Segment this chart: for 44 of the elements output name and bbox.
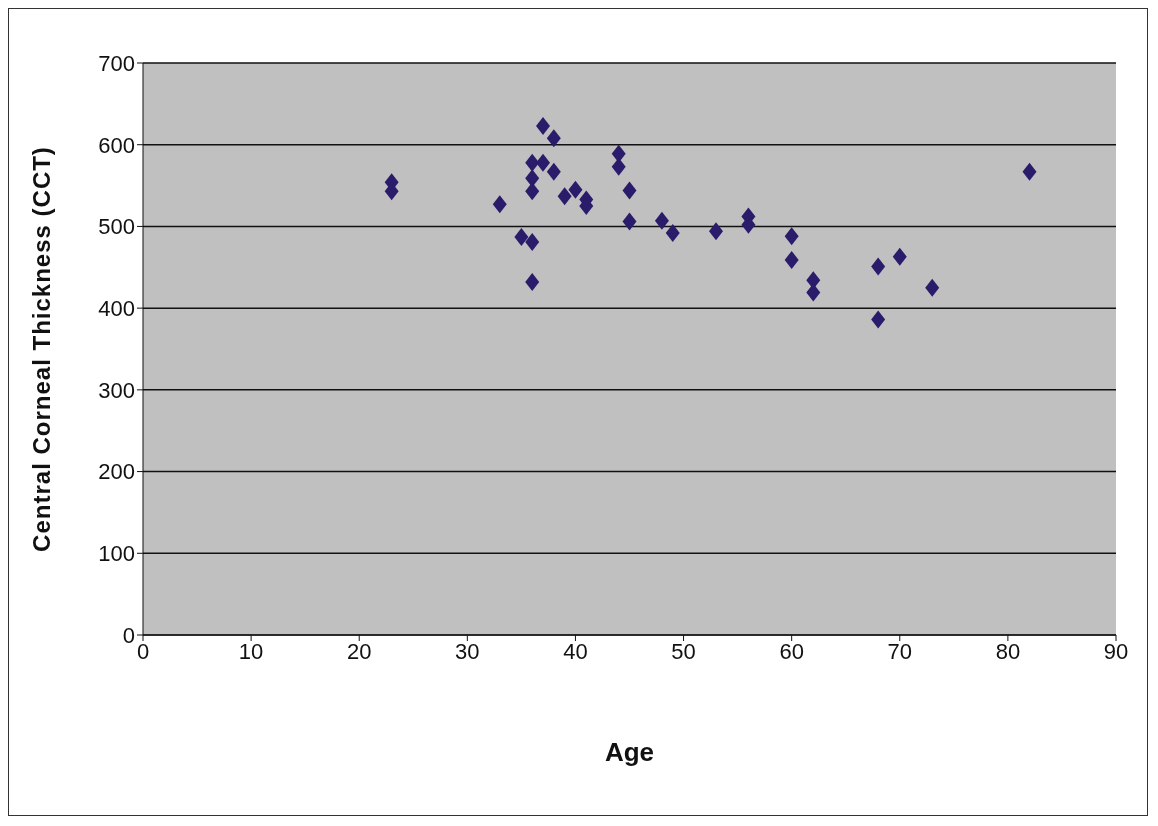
point [525,153,540,172]
y-tick-label: 100 [98,541,135,567]
y-tick-label: 0 [122,622,135,648]
x-axis-title: Age [604,737,655,767]
x-tick-label: 30 [455,638,480,664]
y-tick-label: 600 [98,132,135,158]
point [622,212,637,231]
y-tick-label: 300 [98,377,135,403]
x-tick-label: 20 [346,638,372,664]
y-tick-label: 400 [98,295,135,321]
point [1022,162,1037,181]
point [611,144,626,163]
point [514,228,529,247]
x-tick-label: 40 [563,638,588,664]
y-tick-label: 700 [98,50,135,76]
point [892,247,907,266]
point [568,180,583,199]
point [784,250,799,269]
x-tick-label: 60 [779,638,804,664]
x-tick-label: 90 [1103,638,1129,664]
x-tick-label: 50 [671,638,696,664]
point [654,211,669,230]
y-tick-label: 200 [98,459,135,485]
point [708,222,723,241]
x-tick-label: 10 [238,638,264,664]
point [525,182,540,201]
point [871,310,886,329]
point [546,129,561,148]
y-tick-label: 500 [98,214,135,240]
point [557,187,572,206]
point [546,162,561,181]
point [665,223,680,242]
point [925,278,940,297]
point [536,153,551,172]
x-tick-label: 70 [887,638,913,664]
point [622,181,637,200]
x-tick-label: 80 [995,638,1021,664]
y-axis-title: Central Corneal Thickness (CCT) [27,146,55,552]
point [525,232,540,251]
point [784,227,799,246]
point [492,195,507,214]
point [525,272,540,291]
point [536,116,551,135]
point [871,257,886,276]
